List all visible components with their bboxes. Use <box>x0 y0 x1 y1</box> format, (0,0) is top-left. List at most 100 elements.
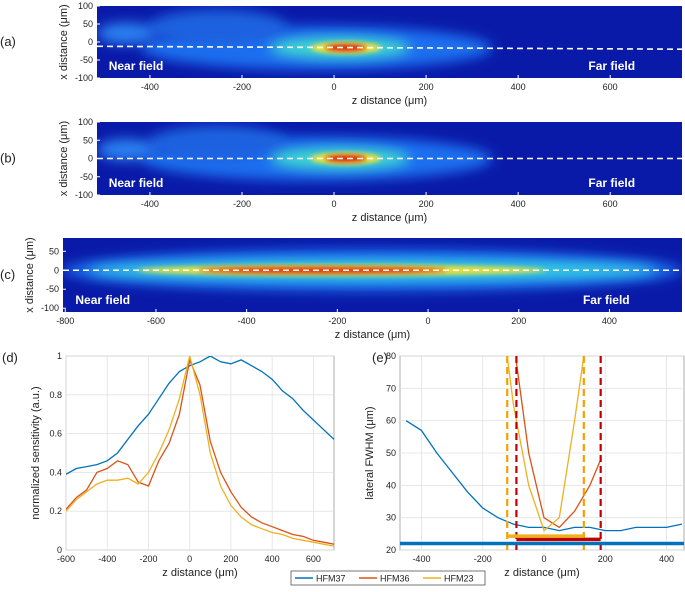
x-tick-label: 400 <box>265 554 280 564</box>
y-tick-label: 60 <box>386 416 396 426</box>
x-tick-label: -400 <box>98 554 116 564</box>
y-tick-label: 80 <box>386 351 396 361</box>
y-tick-label: 50 <box>83 135 93 145</box>
legend-label: HFM37 <box>316 574 346 584</box>
x-tick-label: 400 <box>659 554 674 564</box>
series-line <box>506 356 585 532</box>
intensity-glow <box>325 44 367 51</box>
x-tick-label: -200 <box>139 554 157 564</box>
annotation: Near field <box>75 293 130 307</box>
x-tick-label: 600 <box>603 82 618 92</box>
y-axis-label: lateral FWHM (μm) <box>364 406 376 499</box>
panel-label: (b) <box>0 151 16 166</box>
y-tick-label: 50 <box>49 246 59 256</box>
y-tick-label: -100 <box>75 73 93 83</box>
y-tick-label: -50 <box>46 284 59 294</box>
x-tick-label: 400 <box>511 82 526 92</box>
intensity-glow <box>199 267 447 274</box>
x-tick-label: -400 <box>141 199 159 209</box>
panel: -400 -200 0 200 400 20 30 40 50 60 70 80 z distance … <box>364 350 685 579</box>
y-tick-label: 0.2 <box>49 506 62 516</box>
annotation: Far field <box>588 59 635 73</box>
x-tick-label: -600 <box>57 554 75 564</box>
x-tick-label: 200 <box>598 554 613 564</box>
y-tick-label: 70 <box>386 383 396 393</box>
series-line <box>66 357 334 545</box>
x-tick-label: 0 <box>187 554 192 564</box>
y-axis-label: x distance (μm) <box>58 121 70 196</box>
lines <box>66 356 334 547</box>
x-tick-label: 0 <box>332 199 337 209</box>
panel-label: (c) <box>0 267 15 282</box>
x-tick-label: 600 <box>603 199 618 209</box>
x-axis-label: z distance (μm) <box>162 567 237 579</box>
x-tick-label: -800 <box>56 316 74 326</box>
y-tick-label: -50 <box>80 172 93 182</box>
x-tick-label: 600 <box>306 554 321 564</box>
intensity-glow <box>97 22 156 45</box>
y-tick-label: 40 <box>386 480 396 490</box>
intensity-glow <box>146 9 288 46</box>
panel: Near field Far field -400 -200 0 200 400 600 -10… <box>0 1 682 107</box>
x-tick-label: -400 <box>412 554 430 564</box>
y-axis-label: x distance (μm) <box>58 4 70 79</box>
y-tick-label: -100 <box>41 303 59 313</box>
x-axis-label: z distance (μm) <box>335 329 410 341</box>
annotation: Far field <box>588 176 635 190</box>
lines <box>400 356 684 550</box>
panel-label: (a) <box>0 34 16 49</box>
x-tick-label: -200 <box>233 199 251 209</box>
y-tick-label: 0 <box>88 37 93 47</box>
panel: -600 -400 -200 0 200 400 600 0 0.2 0.4 0.6 0.8 1 z di… <box>2 350 335 579</box>
y-tick-label: 30 <box>386 513 396 523</box>
annotation: Far field <box>583 293 630 307</box>
legend-box <box>290 570 486 586</box>
panel-label: (d) <box>2 350 18 365</box>
intensity-glow <box>325 155 367 162</box>
x-tick-label: 200 <box>419 199 434 209</box>
y-tick-label: 0 <box>88 154 93 164</box>
y-tick-label: 50 <box>83 19 93 29</box>
series-line <box>515 362 602 529</box>
x-tick-label: 0 <box>332 82 337 92</box>
y-tick-label: 0.6 <box>49 429 62 439</box>
x-tick-label: -400 <box>141 82 159 92</box>
intensity-glow <box>146 125 288 163</box>
panel: Near field Far field -800 -600 -400 -200 0 200 4… <box>0 237 682 341</box>
y-tick-label: 0.8 <box>49 390 62 400</box>
panel-label: (e) <box>372 350 388 365</box>
x-tick-label: -200 <box>233 82 251 92</box>
x-tick-label: -400 <box>238 316 256 326</box>
y-tick-label: 0 <box>57 545 62 555</box>
y-tick-label: 100 <box>78 1 93 11</box>
x-tick-label: -200 <box>328 316 346 326</box>
x-axis-label: z distance (μm) <box>504 567 579 579</box>
x-tick-label: 400 <box>511 199 526 209</box>
y-tick-label: 0.4 <box>49 467 62 477</box>
x-tick-label: 200 <box>223 554 238 564</box>
heatmap <box>97 122 682 195</box>
x-tick-label: 0 <box>426 316 431 326</box>
legend-label: HFM23 <box>444 574 474 584</box>
y-axis-label: normalized sensitivity (a.u.) <box>30 386 42 519</box>
y-tick-label: 50 <box>386 448 396 458</box>
x-tick-label: -200 <box>474 554 492 564</box>
y-tick-label: 0 <box>54 265 59 275</box>
y-tick-label: -100 <box>75 190 93 200</box>
x-tick-label: -600 <box>147 316 165 326</box>
annotation: Near field <box>109 59 164 73</box>
center-line <box>97 45 682 50</box>
x-axis-label: z distance (μm) <box>352 95 427 107</box>
heatmap <box>63 238 682 312</box>
y-axis-label: x distance (μm) <box>24 237 36 312</box>
x-tick-label: 200 <box>419 82 434 92</box>
intensity-glow <box>97 138 156 161</box>
series-line <box>66 356 334 547</box>
series-line <box>405 420 683 532</box>
y-tick-label: -50 <box>80 55 93 65</box>
legend: HFM37 HFM36 HFM23 <box>290 570 486 586</box>
series-line <box>66 356 334 475</box>
y-tick-label: 20 <box>386 545 396 555</box>
heatmap <box>97 6 682 78</box>
